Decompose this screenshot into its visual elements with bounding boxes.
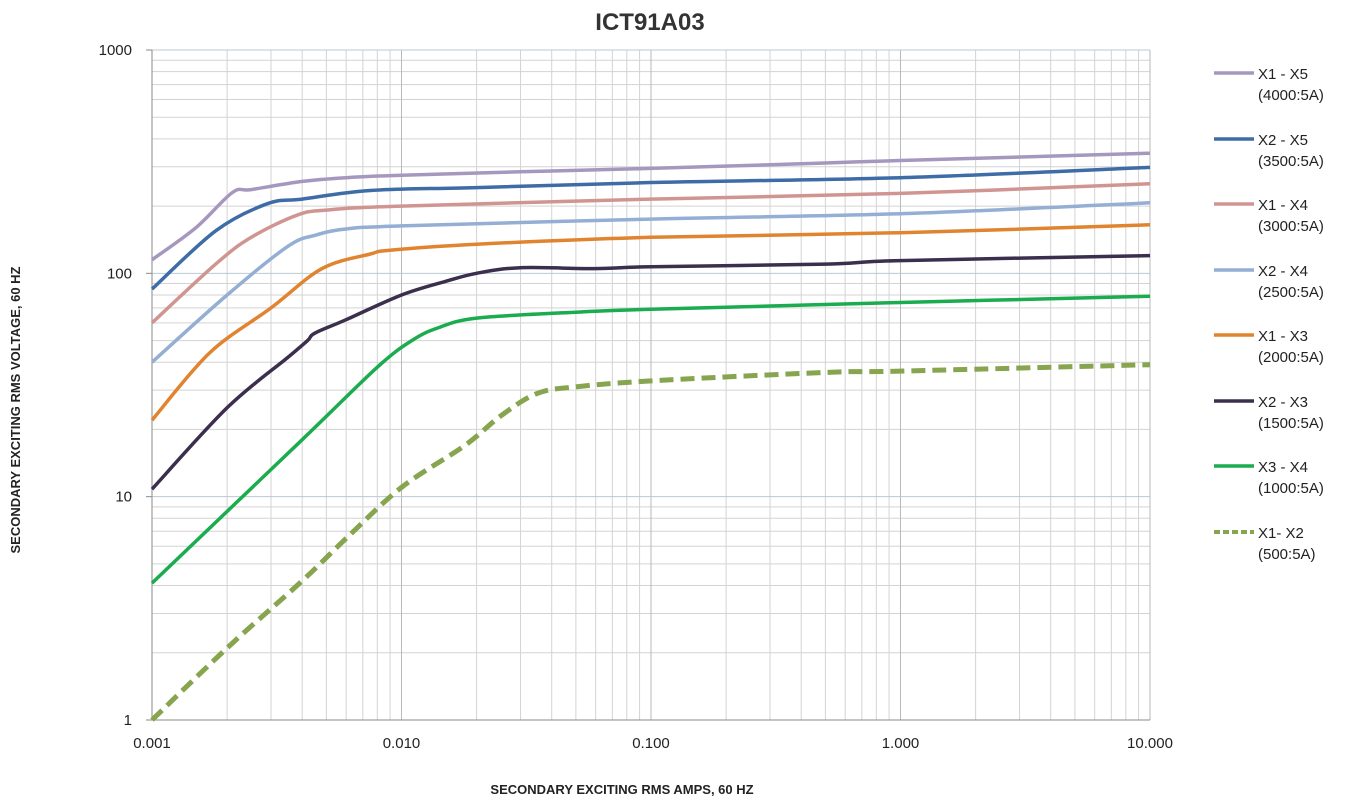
legend-label: X1- X2 (500:5A) xyxy=(1258,523,1316,565)
series-line-2 xyxy=(150,165,1151,291)
series-line-5 xyxy=(150,223,1151,422)
y-tick-label: 1000 xyxy=(99,42,132,59)
legend-series-ratio: (4000:5A) xyxy=(1258,87,1324,104)
legend-swatch xyxy=(1214,333,1254,337)
legend-item: X1 - X3 (2000:5A) xyxy=(1212,326,1342,376)
series-line-1 xyxy=(150,151,1151,262)
series-line-8 xyxy=(150,362,1151,722)
tick-labels: 0.001 0.010 0.100 1.000 10.000 1 10 100 1000 xyxy=(99,42,1173,752)
x-tick-label: 0.010 xyxy=(383,735,421,752)
legend-swatch xyxy=(1214,398,1254,403)
series-lines xyxy=(150,151,1151,722)
legend-label: X1 - X4 (3000:5A) xyxy=(1258,195,1324,237)
legend-label: X1 - X3 (2000:5A) xyxy=(1258,326,1324,368)
legend-series-name: X1 - X5 xyxy=(1258,66,1309,83)
legend-label: X2 - X4 (2500:5A) xyxy=(1258,261,1324,303)
series-line-6 xyxy=(150,253,1151,491)
legend-series-name: X2 - X5 xyxy=(1258,131,1309,149)
y-axis-label: SECONDARY EXCITING RMS VOLTAGE, 60 HZ xyxy=(8,266,23,553)
legend-item: X3 - X4 (1000:5A) xyxy=(1212,457,1342,507)
legend-series-ratio: (2000:5A) xyxy=(1258,349,1324,366)
legend-series-name: X1- X2 xyxy=(1258,524,1304,542)
y-tick-label: 100 xyxy=(107,265,132,282)
legend-swatch xyxy=(1214,267,1254,272)
legend-series-ratio: (500:5A) xyxy=(1258,545,1316,563)
legend-label: X3 - X4 (1000:5A) xyxy=(1258,457,1324,499)
legend-item: X1 - X4 (3000:5A) xyxy=(1212,195,1342,245)
legend-swatch xyxy=(1214,71,1254,75)
x-tick-label: 0.100 xyxy=(632,735,670,752)
chart-title: ICT91A03 xyxy=(595,9,704,36)
legend-series-ratio: (3000:5A) xyxy=(1258,218,1324,235)
legend-item: X1 - X5 (4000:5A) xyxy=(1212,64,1342,114)
legend-series-name: X3 - X4 xyxy=(1258,459,1309,476)
y-tick-label: 10 xyxy=(115,489,132,506)
x-tick-label: 1.000 xyxy=(882,735,920,752)
legend-label: X2 - X3 (1500:5A) xyxy=(1258,392,1324,434)
x-axis-label: SECONDARY EXCITING RMS AMPS, 60 HZ xyxy=(490,782,753,797)
legend-swatch xyxy=(1214,529,1254,534)
legend-item: X2 - X4 (2500:5A) xyxy=(1212,261,1342,311)
legend-swatch xyxy=(1214,464,1254,468)
y-tick-label: 1 xyxy=(124,712,132,729)
legend-label: X1 - X5 (4000:5A) xyxy=(1258,64,1324,106)
series-line-4 xyxy=(150,201,1151,364)
series-line-7 xyxy=(150,294,1151,585)
axes xyxy=(146,49,1151,721)
legend-item: X1- X2 (500:5A) xyxy=(1212,523,1342,573)
legend-series-ratio: (2500:5A) xyxy=(1258,283,1324,301)
legend-swatch xyxy=(1214,136,1254,141)
legend-swatch xyxy=(1214,202,1254,206)
legend-label: X2 - X5 (3500:5A) xyxy=(1258,130,1324,172)
legend-item: X2 - X3 (1500:5A) xyxy=(1212,392,1342,442)
legend-series-name: X2 - X4 xyxy=(1258,262,1309,280)
series-line-3 xyxy=(150,181,1151,325)
legend-series-ratio: (1500:5A) xyxy=(1258,414,1324,432)
x-tick-label: 10.000 xyxy=(1127,735,1173,752)
legend-series-ratio: (3500:5A) xyxy=(1258,152,1324,170)
legend-series-ratio: (1000:5A) xyxy=(1258,480,1324,497)
x-tick-label: 0.001 xyxy=(133,735,171,752)
legend-item: X2 - X5 (3500:5A) xyxy=(1212,130,1342,180)
major-gridlines xyxy=(152,49,1150,720)
legend-series-name: X1 - X4 xyxy=(1258,197,1309,214)
legend-series-name: X2 - X3 xyxy=(1258,393,1309,411)
legend-series-name: X1 - X3 xyxy=(1258,328,1309,345)
